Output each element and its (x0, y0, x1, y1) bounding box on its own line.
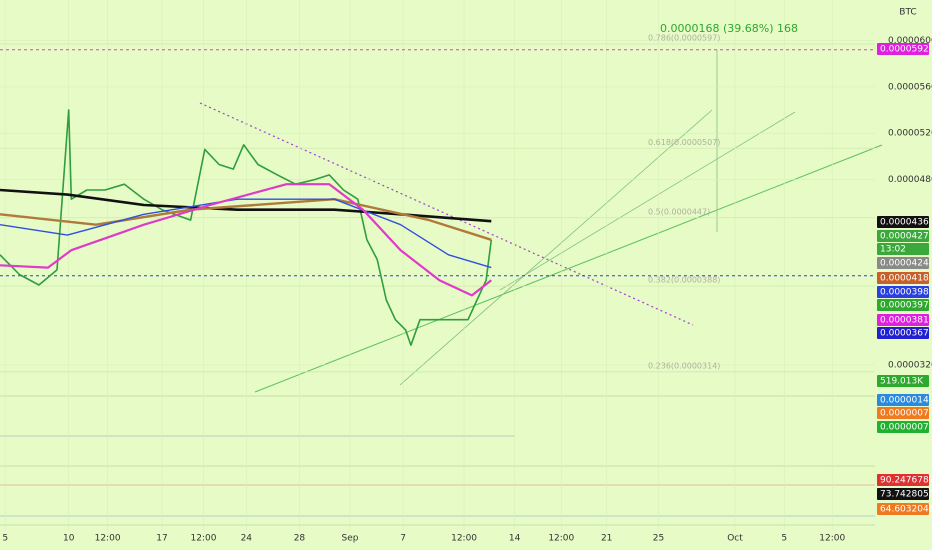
badge-label: 0.0000367 (880, 329, 929, 339)
badge-label: 90.2476780 (880, 476, 932, 486)
x-tick-label: 5 (2, 534, 8, 544)
badge-label: 0.0000592 (880, 45, 929, 55)
y-tick-label: 0.0000600 (888, 36, 932, 46)
x-tick-label: 28 (294, 534, 306, 544)
fib-label: 0.382(0.0000388) (648, 276, 720, 285)
badge-label: 519.013K (880, 377, 924, 387)
price-badge: 0.0000436 (877, 216, 929, 228)
x-tick-label: 12:00 (95, 534, 121, 544)
x-tick-label: Oct (727, 534, 743, 544)
trend-line (199, 102, 694, 326)
x-tick-label: 17 (156, 534, 167, 544)
badge-bg (877, 503, 929, 515)
badge-bg (877, 314, 929, 326)
badge-bg (877, 243, 929, 255)
x-tick-label: 12:00 (191, 534, 217, 544)
fib-label: 0.618(0.0000507) (648, 138, 720, 147)
price-badge: 0.0000397 (877, 299, 929, 311)
badge-label: 0.0000418 (880, 274, 929, 284)
badge-label: 0.0000398 (880, 288, 929, 298)
series-line (0, 183, 492, 297)
badge-bg (877, 299, 929, 311)
badge-bg (877, 327, 929, 339)
price-badge: 0.0000381 (877, 314, 929, 326)
badge-label: 0.0000424 (880, 259, 929, 269)
badge-bg (877, 407, 929, 419)
price-badge: 90.2476780 (877, 474, 932, 486)
badge-label: 0.0000014 (880, 396, 929, 406)
x-tick-label: 24 (241, 534, 253, 544)
badge-label: 64.6032046 (880, 505, 932, 515)
badge-label: 0.0000436 (880, 218, 929, 228)
badge-bg (877, 421, 929, 433)
y-tick-label: 0.0000480 (888, 175, 932, 185)
fib-label: 0.786(0.0000597) (648, 34, 720, 43)
badge-label: 0.0000381 (880, 316, 929, 326)
fib-label: 0.5(0.0000447) (648, 207, 710, 216)
y-tick-label: 0.0000520 (888, 129, 932, 139)
badge-bg (877, 488, 929, 500)
trend-line (254, 144, 883, 393)
price-badge: 0.0000007 (877, 407, 929, 419)
series-line (0, 198, 492, 241)
price-badge: 0.0000367 (877, 327, 929, 339)
measure-annotation: 0.0000168 (39.68%) 168 (660, 22, 798, 35)
price-badge: 0.0000398 (877, 286, 929, 298)
badge-bg (877, 394, 929, 406)
badge-label: 0.0000007 (880, 409, 929, 419)
projection-arrow (399, 109, 713, 386)
badge-bg (877, 230, 929, 242)
badge-bg (877, 257, 929, 269)
badge-label: 0.0000397 (880, 301, 929, 311)
price-badge: 0.0000418 (877, 272, 929, 284)
badge-label: 0.0000427 (880, 232, 929, 242)
badge-label: 0.0000007 (880, 423, 929, 433)
series-line (0, 198, 492, 269)
badge-bg (877, 286, 929, 298)
y-tick-label: 0.0000320 (888, 360, 932, 370)
fib-label: 0.236(0.0000314) (648, 361, 720, 370)
symbol: BTC (899, 8, 916, 18)
price-badge: 73.7428053 (877, 488, 932, 500)
price-badge: 64.6032046 (877, 503, 932, 515)
price-badge: 13:02 (877, 243, 929, 255)
price-badge: 0.0000427 (877, 230, 929, 242)
x-tick-label: 5 (781, 534, 787, 544)
price-badge: 0.0000592 (877, 43, 929, 55)
x-tick-label: 25 (653, 534, 664, 544)
x-tick-label: 7 (400, 534, 406, 544)
badge-label: 73.7428053 (880, 490, 932, 500)
badge-bg (877, 375, 929, 387)
x-tick-label: 21 (601, 534, 612, 544)
price-badge: 0.0000014 (877, 394, 929, 406)
x-tick-label: 12:00 (548, 534, 574, 544)
badge-layer: 0.0000592 0.0000436 0.0000427 13:02 0.000042… (877, 43, 932, 515)
x-tick-label: 12:00 (451, 534, 477, 544)
x-tick-label: 12:00 (819, 534, 845, 544)
x-tick-label: 14 (509, 534, 521, 544)
series-line (0, 109, 493, 346)
badge-bg (877, 43, 929, 55)
badge-bg (877, 272, 929, 284)
y-tick-label: 0.0000560 (888, 82, 932, 92)
price-badge: 0.0000424 (877, 257, 929, 269)
x-tick-label: Sep (342, 534, 359, 544)
badge-bg (877, 216, 929, 228)
badge-bg (877, 474, 929, 486)
x-tick-label: 10 (63, 534, 75, 544)
price-badge: 519.013K (877, 375, 929, 387)
projection-arrow (499, 111, 796, 291)
price-badge: 0.0000007 (877, 421, 929, 433)
badge-label: 13:02 (880, 245, 906, 255)
